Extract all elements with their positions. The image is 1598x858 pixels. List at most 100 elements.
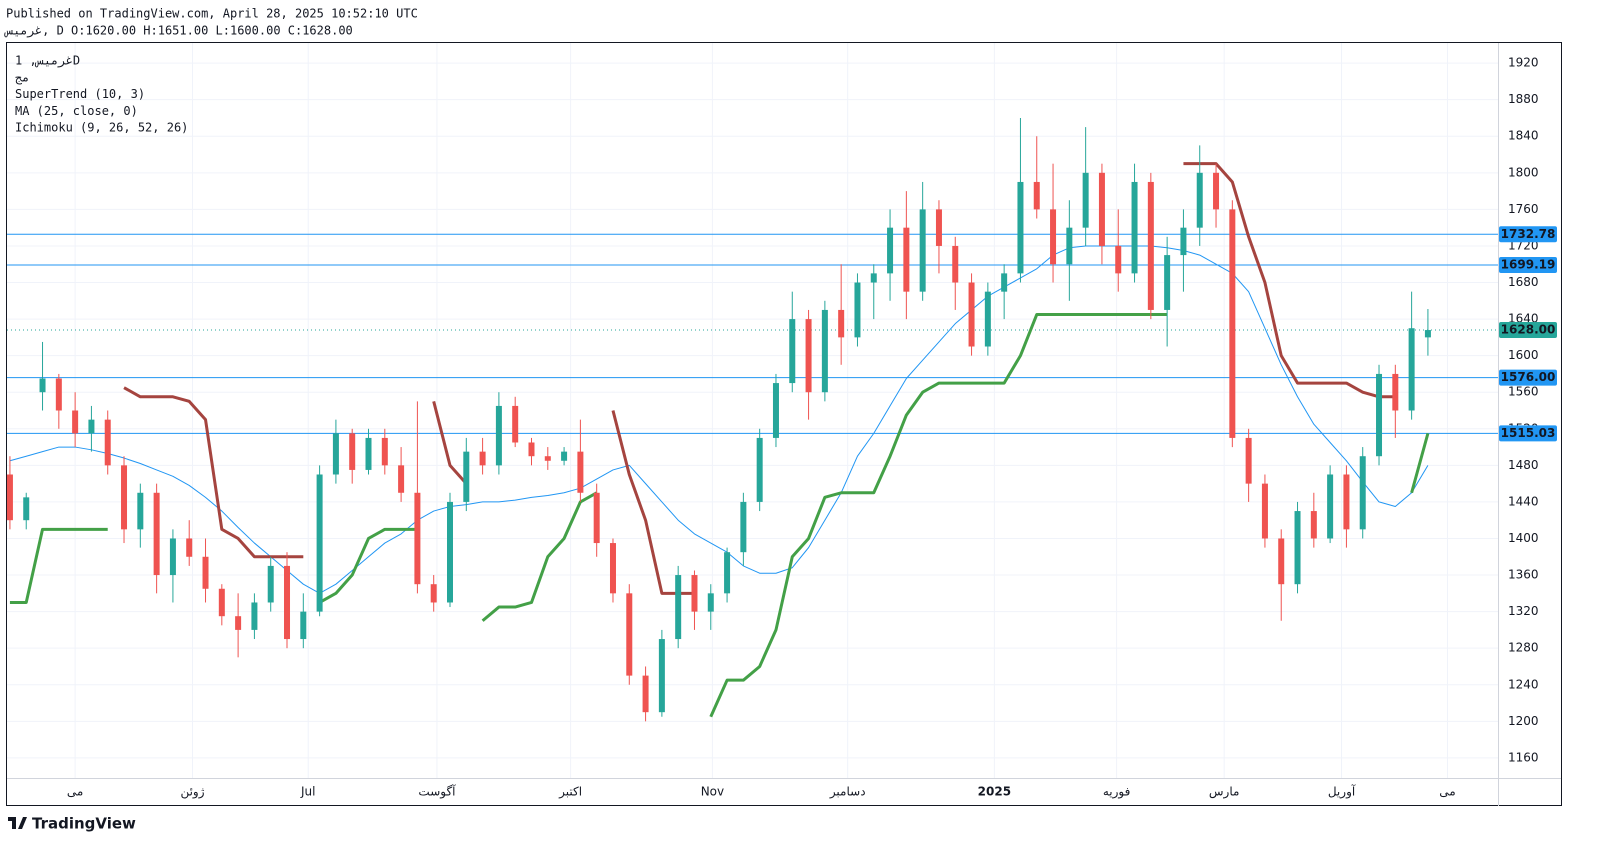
price-label: 1732.78: [1501, 227, 1556, 241]
price-label: 1576.00: [1501, 370, 1556, 384]
x-tick-label: 2025: [978, 785, 1011, 799]
candle-body: [1033, 181, 1040, 210]
candle-body: [1424, 330, 1431, 338]
candle-body: [1066, 227, 1073, 265]
legend-entry: MA (25, close, 0): [15, 104, 138, 118]
candle-body: [756, 437, 763, 502]
candle-body: [153, 492, 160, 576]
candle-body: [772, 383, 779, 438]
candle-body: [202, 556, 209, 589]
legend-entry: مج: [15, 70, 29, 84]
supertrend-up: [1410, 432, 1430, 494]
y-tick-label: 1760: [1508, 202, 1539, 216]
candle-body: [658, 639, 665, 713]
candle-body: [1131, 181, 1138, 274]
candle-body: [284, 565, 291, 640]
candle-body: [398, 465, 405, 493]
candle-body: [88, 419, 95, 434]
candle-body: [675, 575, 682, 640]
candle-body: [952, 245, 959, 283]
price-label-box: [1499, 425, 1557, 442]
candle-body: [235, 616, 242, 630]
price-label: 1699.19: [1501, 257, 1556, 271]
candle-body: [1001, 273, 1008, 292]
candle-body: [724, 552, 731, 594]
candle-body: [1392, 373, 1399, 411]
candle-body: [1376, 373, 1383, 457]
candle-body: [805, 319, 812, 393]
candle-body: [1229, 209, 1236, 438]
candle-body: [1294, 511, 1301, 585]
candle-body: [446, 501, 453, 603]
candle-body: [740, 501, 747, 553]
candle-body: [1310, 511, 1317, 539]
candle-body: [593, 492, 600, 544]
candle-body: [1245, 437, 1252, 484]
candle-body: [691, 575, 698, 612]
y-tick-label: 1680: [1508, 275, 1539, 289]
supertrend-down: [123, 386, 304, 559]
candle-body: [1164, 255, 1171, 310]
candle-body: [821, 309, 828, 393]
x-tick-label: مارس: [1209, 785, 1240, 800]
candle-body: [1327, 474, 1334, 539]
candle-body: [218, 588, 225, 617]
y-tick-label: 1600: [1508, 348, 1539, 362]
y-tick-label: 1400: [1508, 531, 1539, 545]
candle-body: [561, 451, 568, 461]
candle-body: [984, 291, 991, 347]
price-label-box: [1499, 256, 1557, 273]
supertrend-up: [709, 313, 1168, 718]
legend-entry: SuperTrend (10, 3): [15, 87, 145, 101]
candle-body: [544, 456, 551, 461]
candle-body: [870, 273, 877, 283]
y-tick-label: 1320: [1508, 604, 1539, 618]
candle-body: [1050, 209, 1057, 265]
candle-body: [414, 492, 421, 585]
candle-body: [316, 474, 323, 612]
ma-line: [9, 245, 1429, 594]
candle-body: [251, 602, 258, 630]
candle-body: [72, 410, 79, 434]
candle-body: [1147, 181, 1154, 310]
x-tick-label: مى: [67, 785, 83, 799]
candle-body: [1180, 227, 1187, 256]
price-label-box: [1499, 226, 1557, 243]
candle-body: [349, 433, 356, 470]
candle-body: [23, 497, 30, 521]
x-tick-label: مى: [1439, 785, 1455, 799]
grid: [7, 43, 1498, 778]
candle-body: [1213, 172, 1220, 210]
candle-body: [267, 565, 274, 603]
candle-body: [430, 584, 437, 603]
candle-body: [626, 593, 633, 676]
supertrend-down: [1183, 162, 1396, 399]
plot: [6, 117, 1431, 722]
x-tick-label: آوریل: [1328, 784, 1356, 800]
candle-body: [1343, 474, 1350, 530]
legend-entry: غرمیس, 1D: [15, 54, 80, 69]
logo: TradingView: [8, 815, 136, 833]
candle-body: [332, 433, 339, 475]
candle-body: [1408, 328, 1415, 411]
candle-body: [1359, 456, 1366, 530]
price-label: 1515.03: [1501, 426, 1556, 440]
candle-body: [838, 309, 845, 338]
y-tick-label: 1920: [1508, 56, 1539, 70]
candle-body: [463, 451, 470, 502]
candle-body: [365, 437, 372, 470]
y-tick-label: 1280: [1508, 641, 1539, 655]
y-tick-label: 1360: [1508, 568, 1539, 582]
legend-entry: Ichimoku (9, 26, 52, 26): [15, 121, 188, 135]
y-tick-label: 1480: [1508, 458, 1539, 472]
candle-body: [186, 538, 193, 557]
candle-body: [919, 209, 926, 292]
candle-body: [512, 405, 519, 443]
symbol-ohlc: غرمیس, D O:1620.00 H:1651.00 L:1600.00 C…: [4, 24, 353, 39]
candle-body: [137, 492, 144, 530]
y-tick-label: 1440: [1508, 494, 1539, 508]
candle-body: [495, 405, 502, 466]
logo-text: TradingView: [32, 815, 136, 833]
y-tick-label: 1840: [1508, 129, 1539, 143]
